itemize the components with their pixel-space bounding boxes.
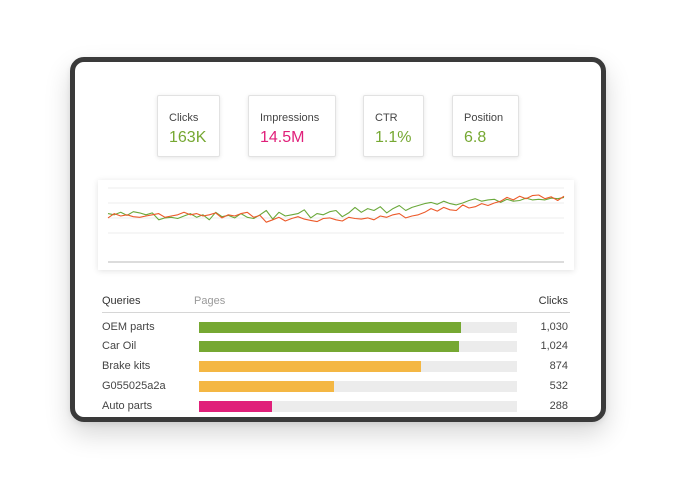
metric-cards: Clicks 163K Impressions 14.5M CTR 1.1% P… [75,62,601,417]
header-clicks[interactable]: Clicks [538,295,568,307]
metric-label-clicks: Clicks [169,112,199,124]
table-row[interactable]: Auto parts 288 [102,398,570,416]
row-bar-track [199,322,517,333]
row-bar-track [199,341,517,352]
table-header: Queries Pages Clicks [102,292,570,313]
row-query: G055025a2a [102,380,166,392]
chart-series-line-0 [107,196,565,221]
dashboard-device-frame: Clicks 163K Impressions 14.5M CTR 1.1% P… [70,57,606,422]
row-query: Auto parts [102,400,153,412]
performance-chart-svg [107,187,565,263]
row-bar-fill [199,361,421,372]
metric-value-impressions: 14.5M [260,129,305,146]
table-row[interactable]: Brake kits 874 [102,358,570,376]
row-bar-track [199,361,517,372]
row-bar-track [199,401,517,412]
metric-value-ctr: 1.1% [375,129,412,146]
metric-value-clicks: 163K [169,129,207,146]
table-row[interactable]: OEM parts 1,030 [102,319,570,337]
row-clicks: 288 [549,400,568,412]
header-pages[interactable]: Pages [194,295,226,307]
metric-value-position: 6.8 [464,129,487,146]
table-row[interactable]: Car Oil 1,024 [102,338,570,356]
table-row[interactable]: G055025a2a 532 [102,378,570,396]
row-query: Car Oil [102,340,137,352]
row-bar-fill [199,322,461,333]
metric-label-ctr: CTR [375,112,398,124]
metric-card-ctr[interactable]: CTR 1.1% [363,95,424,157]
chart-series-line-1 [107,194,565,223]
row-bar-fill [199,381,334,392]
queries-table: Queries Pages Clicks OEM parts 1,030 Car… [102,292,572,417]
metric-card-clicks[interactable]: Clicks 163K [157,95,220,157]
header-queries[interactable]: Queries [102,295,141,307]
row-bar-fill [199,341,459,352]
row-query: Brake kits [102,360,151,372]
metric-card-impressions[interactable]: Impressions 14.5M [248,95,336,157]
metric-card-position[interactable]: Position 6.8 [452,95,519,157]
row-clicks: 532 [549,380,568,392]
row-clicks: 1,030 [540,321,568,333]
performance-chart [98,180,574,270]
row-clicks: 1,024 [540,340,568,352]
row-bar-fill [199,401,272,412]
metric-label-impressions: Impressions [260,112,320,124]
metric-label-position: Position [464,112,504,124]
row-query: OEM parts [102,321,155,333]
row-clicks: 874 [549,360,568,372]
row-bar-track [199,381,517,392]
